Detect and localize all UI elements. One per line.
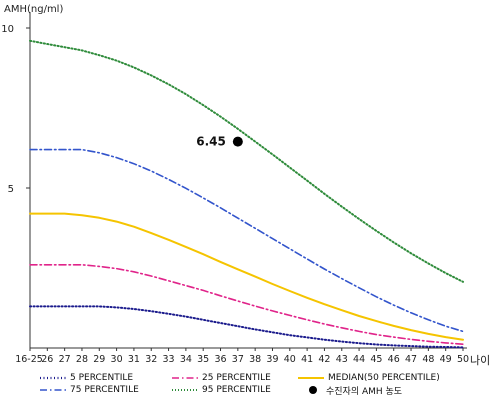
x-tick-label: 41 xyxy=(301,354,313,365)
legend-label: MEDIAN(50 PERCENTILE) xyxy=(328,373,440,383)
x-tick-label: 50 xyxy=(457,354,469,365)
x-tick-label: 16-25 xyxy=(15,354,43,365)
series-line-95-percentile xyxy=(29,39,464,283)
legend-label: 수진자의 AMH 농도 xyxy=(326,386,403,397)
x-tick-label: 37 xyxy=(232,354,244,365)
legend-label: 25 PERCENTILE xyxy=(202,373,271,383)
series-line-5-percentile xyxy=(29,305,464,349)
legend-label: 5 PERCENTILE xyxy=(70,373,134,383)
x-tick-label: 46 xyxy=(388,354,400,365)
x-tick-label: 45 xyxy=(370,354,382,365)
x-tick-label: 29 xyxy=(93,354,105,365)
x-tick-label: 49 xyxy=(440,354,452,365)
x-tick-label: 42 xyxy=(318,354,330,365)
x-tick-label: 33 xyxy=(163,354,175,365)
legend-item-75-percentile: 75 PERCENTILE xyxy=(40,384,139,396)
x-tick-label: 28 xyxy=(76,354,88,365)
legend-item-patient-amh: 수진자의 AMH 농도 xyxy=(308,384,403,397)
series-line-75-percentile xyxy=(29,148,464,333)
x-tick-label: 39 xyxy=(266,354,278,365)
x-tick-label: 26 xyxy=(41,354,53,365)
x-tick-label: 35 xyxy=(197,354,209,365)
x-tick-label: 47 xyxy=(405,354,417,365)
legend-item-95-percentile: 95 PERCENTILE xyxy=(172,384,271,396)
legend-item-median: MEDIAN(50 PERCENTILE) xyxy=(298,372,440,384)
x-tick-label: 48 xyxy=(422,354,434,365)
patient-amh-point xyxy=(232,136,243,147)
x-tick-label: 27 xyxy=(59,354,71,365)
x-tick-label: 40 xyxy=(284,354,296,365)
y-tick-label: 10 xyxy=(1,24,14,35)
x-tick-label: 44 xyxy=(353,354,365,365)
x-tick-label: 32 xyxy=(145,354,157,365)
x-axis-title: 나이 xyxy=(470,354,491,367)
x-tick-label: 38 xyxy=(249,354,261,365)
x-tick-label: 36 xyxy=(214,354,226,365)
x-tick-label: 30 xyxy=(111,354,123,365)
x-tick-label: 43 xyxy=(336,354,348,365)
legend-label: 75 PERCENTILE xyxy=(70,385,139,395)
patient-amh-value-label: 6.45 xyxy=(196,135,226,149)
series-line-25-percentile xyxy=(29,264,464,345)
x-tick-label: 31 xyxy=(128,354,140,365)
legend-item-5-percentile: 5 PERCENTILE xyxy=(40,372,133,384)
legend: 5 PERCENTILE 75 PERCENTILE 25 PERCENTILE… xyxy=(40,372,490,398)
y-axis-title: AMH(ng/ml) xyxy=(4,4,64,15)
legend-label: 95 PERCENTILE xyxy=(202,385,271,395)
x-tick-label: 34 xyxy=(180,354,192,365)
y-tick-label: 5 xyxy=(8,184,14,195)
series-line-median-50-percentile xyxy=(29,212,464,341)
legend-item-25-percentile: 25 PERCENTILE xyxy=(172,372,271,384)
